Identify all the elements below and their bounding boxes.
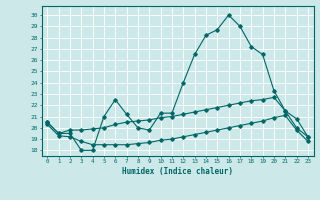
X-axis label: Humidex (Indice chaleur): Humidex (Indice chaleur) xyxy=(122,167,233,176)
